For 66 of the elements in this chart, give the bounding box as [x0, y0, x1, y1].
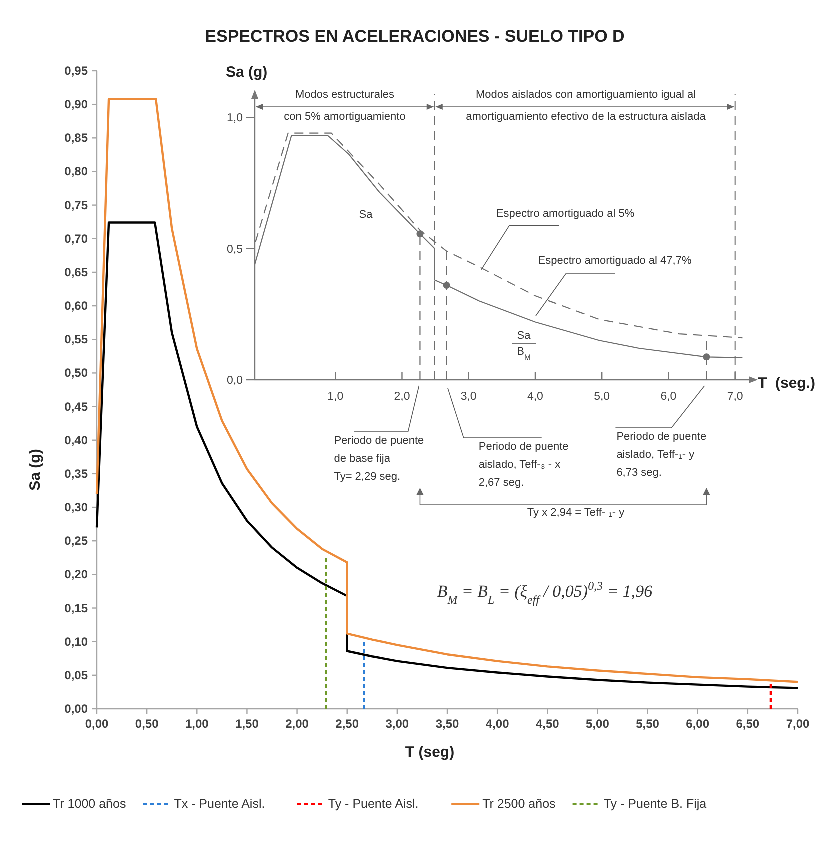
y-tick-label: 0,75 — [64, 198, 88, 212]
legend-label: Ty - Puente Aisl. — [328, 797, 419, 811]
y-tick-label: 0,55 — [64, 332, 88, 347]
annotation: Espectro amortiguado al 47,7% — [538, 255, 692, 267]
annotation: Espectro amortiguado al 5% — [496, 208, 635, 220]
x-tick-label: 2,50 — [336, 717, 360, 731]
x-tick-label: 3,50 — [436, 717, 460, 731]
y-tick-label: 0,65 — [64, 265, 88, 280]
legend-label: Tr 1000 años — [53, 797, 126, 811]
y-tick-label: 0,15 — [64, 601, 88, 616]
x-tick-label: 6,50 — [736, 717, 760, 731]
y-tick-label: 0,35 — [64, 466, 88, 481]
x-tick-label: 3,0 — [460, 391, 477, 403]
x-tick-label: 1,0 — [328, 391, 344, 403]
x-axis-title: T (seg) — [405, 744, 455, 761]
y-tick-label: 1,0 — [227, 112, 243, 125]
annotation: Ty x 2,94 = Teff- ₁- y — [527, 507, 626, 519]
y-tick-label: 0,20 — [64, 568, 88, 582]
y-tick-label: 0,45 — [64, 400, 88, 414]
x-tick-label: 4,0 — [527, 391, 544, 403]
annotation: Sa — [359, 209, 374, 221]
y-axis-title: Sa (g) — [27, 449, 44, 491]
x-tick-label: 5,0 — [594, 391, 610, 403]
annotation: Modos estructurales con 5% amortiguamiento — [284, 89, 406, 123]
y-tick-label: 0,60 — [64, 299, 88, 314]
x-tick-label: 7,0 — [727, 391, 744, 403]
x-tick-label: 2,0 — [394, 391, 410, 403]
x-tick-label: 7,00 — [786, 717, 810, 731]
x-tick-label: 6,00 — [686, 717, 710, 731]
legend-label: Tx - Puente Aisl. — [174, 797, 266, 811]
annotation: Sa B$_{M}$ — [517, 330, 532, 362]
y-tick-label: 0,05 — [64, 668, 88, 682]
y-axis-title: Sa (g) — [226, 64, 268, 81]
x-tick-label: 0,50 — [135, 717, 160, 731]
y-tick-label: 0,40 — [64, 433, 88, 448]
annotation: Modos aislados con amortiguamiento igual al amortiguamiento efectivo de la estructura aislada — [466, 89, 707, 123]
x-tick-label: 6,0 — [660, 391, 677, 403]
y-tick-label: 0,5 — [227, 244, 243, 256]
y-tick-label: 0,80 — [64, 164, 88, 179]
chart-title: ESPECTROS EN ACELERACIONES - SUELO TIPO D — [205, 27, 625, 46]
y-tick-label: 0,70 — [64, 232, 88, 246]
x-tick-label: 4,50 — [536, 717, 560, 731]
x-tick-label: 1,00 — [185, 717, 210, 731]
x-tick-label: 5,50 — [636, 717, 660, 731]
x-tick-label: 0,00 — [85, 717, 109, 731]
annotation: Periodo de puente aislado, Teff-₃ - x 2,67 seg. — [478, 441, 569, 489]
annotation: Periodo de puente de base fija Ty= 2,29 seg. — [334, 435, 424, 483]
text: B$_{M}$ = B$_{L}$ = (ξ$_{eff}$ / 0,05)$^{0,3}$ = 1,96 — [437, 579, 653, 607]
y-tick-label: 0,30 — [64, 500, 88, 515]
y-tick-label: 0,10 — [64, 634, 88, 649]
x-axis-title: T (seg.) — [758, 375, 815, 392]
x-tick-label: 2,00 — [286, 717, 310, 731]
x-tick-label: 5,00 — [586, 717, 610, 731]
annotation: Periodo de puente aislado, Teff-₁- y 6,73 seg. — [616, 431, 707, 479]
x-tick-label: 4,00 — [486, 717, 510, 731]
y-tick-label: 0,00 — [64, 702, 88, 716]
y-tick-label: 0,50 — [64, 366, 88, 380]
legend-label: Tr 2500 años — [482, 797, 556, 811]
y-tick-label: 0,0 — [227, 375, 243, 387]
y-tick-label: 0,25 — [64, 534, 88, 548]
x-tick-label: 1,50 — [236, 717, 260, 731]
legend-label: Ty - Puente B. Fija — [604, 797, 707, 811]
y-tick-label: 0,90 — [64, 98, 88, 112]
x-tick-label: 3,00 — [386, 717, 410, 731]
y-tick-label: 0,95 — [64, 64, 88, 78]
y-tick-label: 0,85 — [64, 131, 88, 146]
